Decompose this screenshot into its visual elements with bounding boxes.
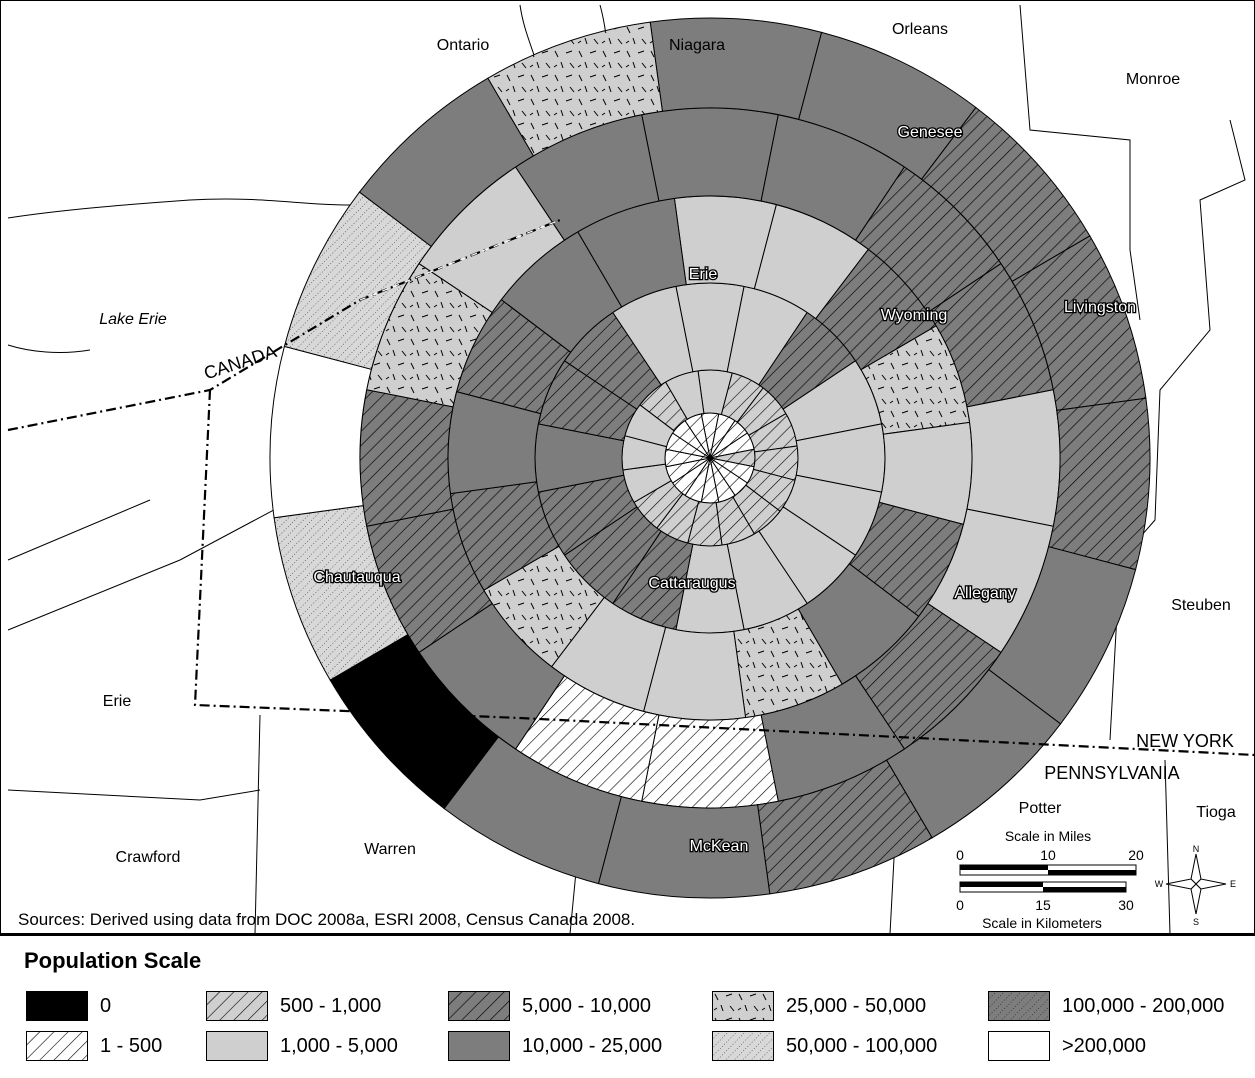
- county-label-tioga: Tioga: [1196, 804, 1236, 821]
- county-label-chautauqua: Chautauqua: [313, 569, 400, 586]
- county-label-genesee: Genesee: [898, 124, 963, 141]
- west-label: W: [1155, 879, 1164, 889]
- sources-note: Sources: Derived using data from DOC 200…: [18, 910, 635, 929]
- legend-swatch: [26, 1031, 88, 1061]
- scale-mile-tick: 0: [956, 847, 964, 863]
- county-label-erie-ny: Erie: [689, 266, 718, 283]
- grid-cell: [269, 345, 373, 519]
- legend-item: 10,000 - 25,000: [448, 1031, 662, 1061]
- international-boundary: [7, 218, 1255, 757]
- county-label-ontario: Ontario: [437, 37, 490, 54]
- legend-item: 25,000 - 50,000: [712, 991, 926, 1021]
- county-label-steuben: Steuben: [1171, 597, 1231, 614]
- north-label: N: [1193, 844, 1200, 854]
- east-label: E: [1230, 879, 1236, 889]
- legend-item: 500 - 1,000: [206, 991, 381, 1021]
- grid-cell: [359, 389, 454, 527]
- grid-cell: [641, 107, 779, 202]
- legend-label: 0: [100, 994, 112, 1017]
- legend-swatch: [206, 991, 268, 1021]
- county-label-warren: Warren: [364, 841, 416, 858]
- grid-cell: [1047, 397, 1151, 571]
- legend-item: 1 - 500: [26, 1031, 162, 1061]
- grid-cell: [649, 17, 823, 121]
- legend-label: 500 - 1,000: [280, 994, 382, 1017]
- county-label-crawford: Crawford: [116, 849, 181, 866]
- legend: Population Scale 0 1 - 500 500 - 1,000 1,00…: [0, 934, 1255, 1078]
- county-label-allegany: Allegany: [954, 585, 1015, 602]
- north-arrow-icon: N S E W: [1155, 844, 1236, 927]
- scale-mile-tick: 10: [1040, 847, 1056, 863]
- legend-label: >200,000: [1062, 1034, 1146, 1057]
- legend-swatch: [448, 1031, 510, 1061]
- county-label-erie-pa: Erie: [103, 693, 132, 710]
- legend-label: 100,000 - 200,000: [1062, 994, 1225, 1017]
- county-label-lake-erie: Lake Erie: [99, 311, 167, 328]
- legend-swatch: [712, 1031, 774, 1061]
- legend-swatch: [448, 991, 510, 1021]
- scale-km-tick: 0: [956, 897, 964, 913]
- legend-label: 1,000 - 5,000: [280, 1034, 398, 1057]
- legend-swatch: [26, 991, 88, 1021]
- scale-bar: Scale in Miles 0 10 20 0 15 30 Scale in …: [956, 828, 1144, 931]
- county-label-potter: Potter: [1019, 800, 1062, 817]
- county-label-niagara: Niagara: [669, 37, 725, 54]
- legend-item: 100,000 - 200,000: [988, 991, 1224, 1021]
- population-ring-map: Ontario Niagara Orleans Monroe Genesee Erie Wy…: [0, 0, 1255, 934]
- legend-label: 50,000 - 100,000: [786, 1034, 938, 1057]
- place-labels: Ontario Niagara Orleans Monroe Genesee Erie Wy…: [99, 21, 1236, 866]
- legend-swatch: [712, 991, 774, 1021]
- legend-item: 0: [26, 991, 111, 1021]
- legend-label: 25,000 - 50,000: [786, 994, 927, 1017]
- south-label: S: [1193, 917, 1199, 927]
- legend-title: Population Scale: [24, 948, 202, 973]
- population-grid: [269, 17, 1151, 899]
- legend-swatch: [988, 1031, 1050, 1061]
- legend-item: >200,000: [988, 1031, 1146, 1061]
- scale-km-tick: 30: [1118, 897, 1134, 913]
- county-label-orleans: Orleans: [892, 21, 948, 38]
- scale-km-title: Scale in Kilometers: [982, 915, 1102, 931]
- legend-item: 5,000 - 10,000: [448, 991, 651, 1021]
- county-label-mckean: McKean: [690, 838, 749, 855]
- county-label-wyoming: Wyoming: [881, 307, 948, 324]
- county-label-livingston: Livingston: [1064, 299, 1136, 316]
- scale-km-tick: 15: [1035, 897, 1051, 913]
- scale-miles-title: Scale in Miles: [1005, 828, 1091, 844]
- county-label-monroe: Monroe: [1126, 71, 1180, 88]
- legend-label: 10,000 - 25,000: [522, 1034, 663, 1057]
- county-label-cattaraugus: Cattaraugus: [648, 575, 735, 592]
- legend-swatch: [206, 1031, 268, 1061]
- scale-mile-tick: 20: [1128, 847, 1144, 863]
- grid-cell: [641, 714, 779, 809]
- legend-item: 50,000 - 100,000: [712, 1031, 937, 1061]
- grid-cell: [966, 389, 1061, 527]
- grid-cell: [487, 21, 663, 157]
- legend-label: 1 - 500: [100, 1034, 163, 1057]
- county-label-new-york: NEW YORK: [1136, 731, 1234, 751]
- legend-swatch: [988, 991, 1050, 1021]
- legend-item: 1,000 - 5,000: [206, 1031, 398, 1061]
- county-label-pennsylvania: PENNSYLVANIA: [1044, 763, 1179, 783]
- legend-label: 5,000 - 10,000: [522, 994, 651, 1017]
